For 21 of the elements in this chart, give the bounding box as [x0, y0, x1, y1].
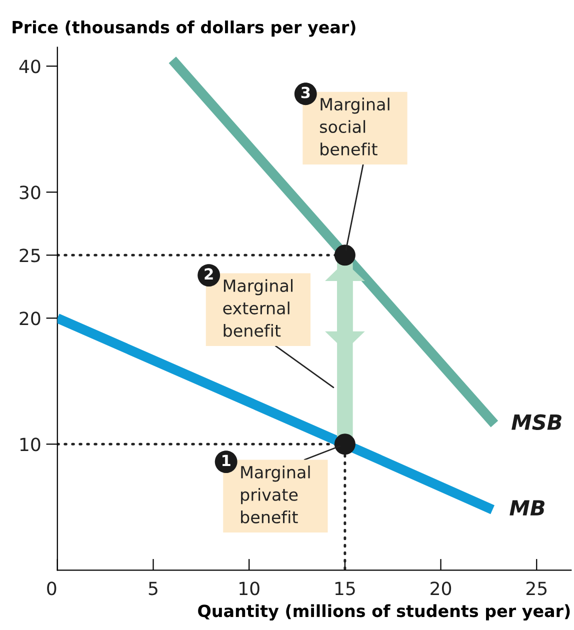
x-tick-label: 0 — [47, 582, 56, 596]
annotation: 1 — [222, 454, 230, 466]
y-tick-label: 25 — [20, 248, 40, 262]
series-label: MB — [510, 500, 544, 516]
y-tick-label: 10 — [20, 438, 40, 452]
x-tick-label: 20 — [430, 582, 452, 596]
series-label: MSB — [512, 414, 562, 430]
y-tick-label: 20 — [20, 312, 40, 326]
annotation: Marginal external benefit — [223, 279, 293, 337]
annotation: Marginal social benefit — [320, 98, 390, 156]
x-tick-label: 5 — [148, 582, 158, 596]
x-axis-title: Quantity (millions of students per year) — [198, 604, 570, 621]
annotation: 3 — [301, 86, 310, 98]
x-tick-label: 10 — [240, 582, 260, 596]
y-tick-label: 40 — [19, 60, 40, 74]
x-tick-label: 25 — [526, 582, 547, 596]
annotation: 2 — [204, 268, 213, 280]
annotation: Marginal private benefit — [241, 466, 310, 524]
y-axis-title: Price (thousands of dollars per year) — [12, 20, 356, 37]
x-tick-label: 15 — [335, 582, 355, 596]
y-tick-label: 30 — [20, 186, 40, 200]
